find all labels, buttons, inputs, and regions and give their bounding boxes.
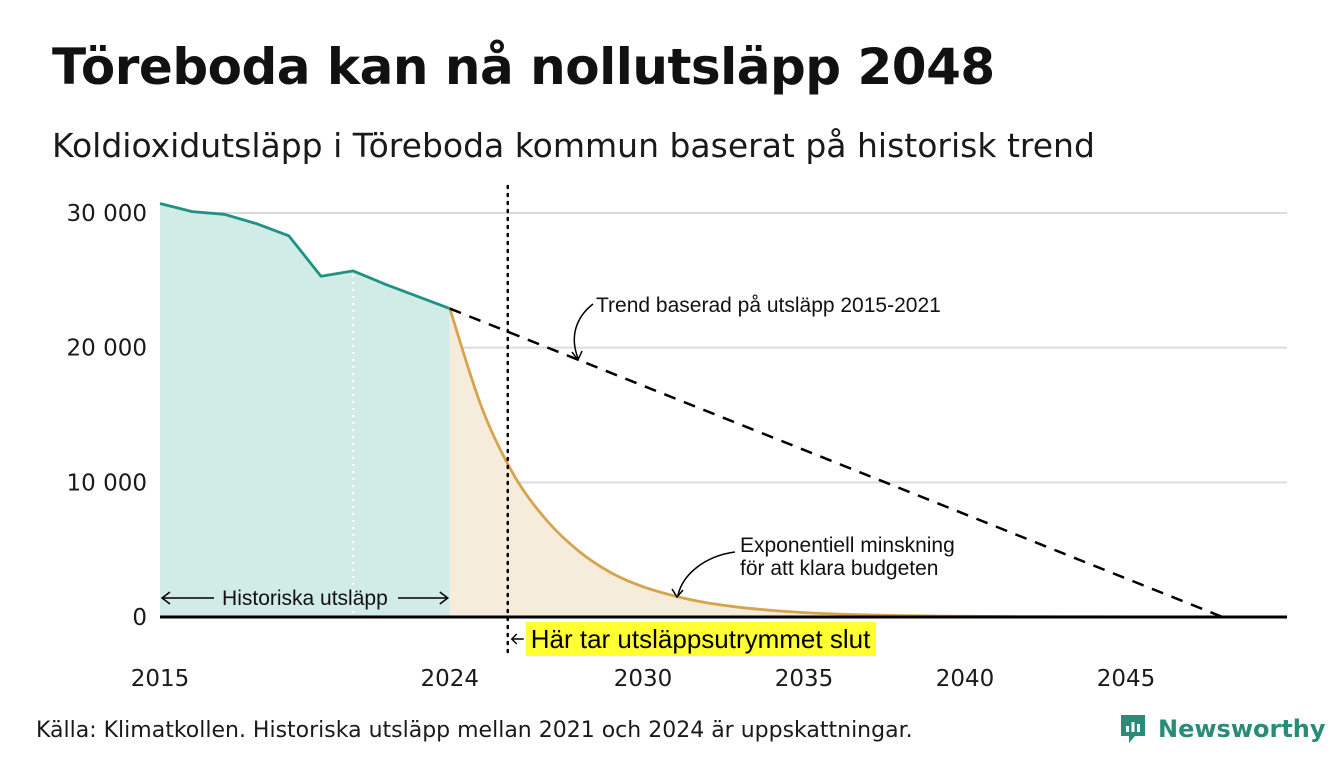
x-tick-label: 2035 <box>775 666 834 692</box>
x-tick-label: 2024 <box>421 666 480 692</box>
budget-end-label: Här tar utsläppsutrymmet slut <box>531 624 871 654</box>
emissions-chart: 0 10 000 20 000 30 000 2015 2024 2030 2035 2040 2… <box>67 184 1287 692</box>
area-fills <box>160 203 1287 617</box>
y-tick-label: 20 000 <box>67 336 147 362</box>
x-tick-label: 2045 <box>1097 666 1156 692</box>
trend-pointer-arrowhead-icon <box>571 350 583 362</box>
y-tick-label: 10 000 <box>67 470 147 496</box>
brand-logo: Newsworthy <box>1118 712 1326 746</box>
source-note: Källa: Klimatkollen. Historiska utsläpp … <box>36 718 913 743</box>
x-tick-label: 2015 <box>131 666 190 692</box>
exponential-label-line2: för att klara budgeten <box>740 557 938 580</box>
chart-subtitle: Koldioxidutsläpp i Töreboda kommun baser… <box>52 126 1095 165</box>
brand-name: Newsworthy <box>1158 715 1326 743</box>
x-tick-label: 2030 <box>614 666 673 692</box>
exponential-pointer <box>677 551 736 596</box>
exponential-pointer-arrowhead-icon <box>671 588 684 599</box>
historic-label: Historiska utsläpp <box>222 587 388 610</box>
chart-title: Töreboda kan nå nollutsläpp 2048 <box>52 38 995 96</box>
x-tick-label: 2040 <box>936 666 995 692</box>
historic-arrow-left-icon <box>160 591 214 605</box>
exponential-label-line1: Exponentiell minskning <box>740 534 955 557</box>
historic-line <box>159 202 451 310</box>
historic-area <box>160 203 450 617</box>
y-tick-label: 30 000 <box>67 201 147 227</box>
annotations: Här tar utsläppsutrymmet slut Historiska … <box>160 184 955 657</box>
budget-end-highlight <box>525 622 877 656</box>
historic-arrow-right-icon <box>398 591 450 605</box>
trend-label: Trend baserad på utsläpp 2015-2021 <box>596 294 941 317</box>
newsworthy-logo-icon <box>1121 715 1145 743</box>
axes: 0 10 000 20 000 30 000 2015 2024 2030 2035 2040 2… <box>67 201 1287 692</box>
y-tick-label: 0 <box>132 605 147 631</box>
trend-line <box>449 307 1224 619</box>
budget-end-arrow-icon <box>510 633 524 645</box>
trend-pointer <box>573 303 594 359</box>
exponential-area <box>449 308 1287 617</box>
